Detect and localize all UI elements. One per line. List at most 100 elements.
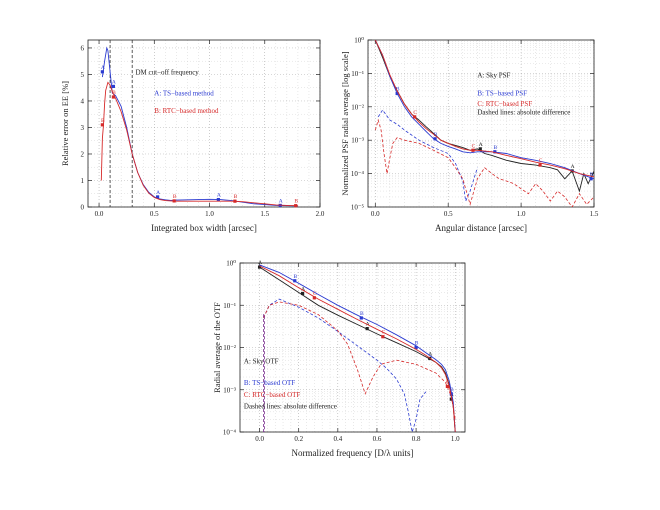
marker-label: C bbox=[539, 158, 543, 164]
y-tick-label: 10⁰ bbox=[226, 260, 236, 268]
series-line-4 bbox=[263, 301, 456, 420]
x-tick-label: 2.0 bbox=[316, 210, 325, 218]
series-marker bbox=[381, 335, 385, 339]
series-line-0 bbox=[259, 266, 456, 432]
annotation-text: B: TS−based PSF bbox=[477, 89, 527, 97]
marker-label: C bbox=[313, 291, 317, 297]
series-line-1 bbox=[100, 81, 298, 207]
grid-lines bbox=[240, 263, 465, 433]
marker-label: B bbox=[293, 274, 297, 280]
y-axis-label: Relative error on EE [%] bbox=[60, 81, 70, 166]
series-marker bbox=[478, 147, 482, 151]
marker-label: A bbox=[258, 260, 262, 266]
series-marker bbox=[493, 150, 497, 154]
marker-label: B bbox=[234, 194, 238, 200]
annotation-text: Dashed lines: absolute difference bbox=[244, 402, 337, 410]
x-tick-label: 1.5 bbox=[260, 210, 269, 218]
series-marker bbox=[414, 345, 418, 350]
x-tick-label: 0.8 bbox=[412, 435, 421, 443]
series-marker bbox=[433, 137, 437, 141]
marker-label: B bbox=[360, 311, 364, 317]
marker-label: B bbox=[112, 90, 116, 96]
marker-label: A bbox=[101, 65, 105, 71]
marker-label: A bbox=[217, 193, 221, 199]
x-tick-label: 1.0 bbox=[205, 210, 214, 218]
marker-label: A bbox=[428, 351, 432, 357]
annotation-text: A: Sky OTF bbox=[244, 357, 279, 365]
y-tick-label: 10⁰ bbox=[354, 37, 364, 45]
chart-panel-1: 0.0 0.5 1.0 1.5 10⁰ 10⁻¹ 10⁻² 10⁻³ 10⁻⁴ 10⁻⁵ Angul… bbox=[340, 37, 599, 234]
series-marker bbox=[445, 384, 449, 389]
marker-label: B bbox=[396, 87, 400, 93]
x-tick-label: 0.0 bbox=[95, 210, 104, 218]
y-tick-label: 3 bbox=[81, 124, 85, 132]
series-marker bbox=[257, 265, 262, 269]
y-axis-label: Radial average of the OTF bbox=[212, 302, 222, 393]
marker-label: C bbox=[472, 143, 476, 149]
series-line-0 bbox=[101, 46, 298, 207]
annotation-text: B: RTC−based method bbox=[154, 107, 219, 115]
marker-label: C bbox=[413, 110, 417, 116]
series-line-5 bbox=[263, 314, 265, 432]
marker-label: C bbox=[381, 330, 385, 336]
series-marker bbox=[449, 397, 453, 401]
series-marker bbox=[111, 84, 116, 88]
annotation-text: B: TS−based OTF bbox=[244, 379, 295, 387]
series-marker bbox=[293, 279, 297, 283]
series-line-4 bbox=[374, 118, 594, 207]
series-marker bbox=[359, 316, 363, 320]
series-marker bbox=[156, 195, 160, 199]
series-line-1 bbox=[374, 40, 594, 180]
marker-label: B bbox=[294, 199, 298, 205]
y-tick-label: 10⁻⁵ bbox=[351, 204, 365, 212]
x-tick-label: 0.5 bbox=[150, 210, 159, 218]
y-tick-label: 10⁻⁴ bbox=[223, 429, 237, 437]
x-tick-label: 0.2 bbox=[294, 435, 303, 443]
marker-label: A bbox=[156, 190, 160, 196]
plot-frame bbox=[87, 39, 321, 208]
marker-label: B bbox=[101, 118, 105, 124]
x-axis-label: Angular distance [arcsec] bbox=[435, 223, 527, 233]
y-tick-label: 0 bbox=[81, 204, 85, 212]
y-tick-label: 6 bbox=[81, 44, 85, 52]
y-tick-label: 10⁻² bbox=[351, 103, 364, 111]
x-tick-label: 0.0 bbox=[255, 435, 264, 443]
series-marker bbox=[294, 204, 298, 208]
y-axis-label: Normalized PSF radial average [log scale… bbox=[340, 51, 350, 195]
marker-label: B bbox=[590, 172, 594, 178]
series-marker bbox=[395, 91, 399, 96]
x-tick-label: 1.0 bbox=[451, 435, 460, 443]
marker-label: B bbox=[173, 194, 177, 200]
marker-label: A bbox=[571, 164, 575, 170]
marker-label: A bbox=[301, 286, 305, 292]
series-marker bbox=[538, 163, 542, 167]
marker-label: B bbox=[434, 132, 438, 138]
series-line-1 bbox=[259, 264, 456, 432]
series-marker bbox=[172, 199, 176, 203]
y-tick-label: 1 bbox=[81, 177, 85, 185]
x-tick-label: 0.4 bbox=[333, 435, 342, 443]
series-marker bbox=[233, 199, 237, 203]
y-tick-label: 10⁻² bbox=[223, 344, 236, 352]
annotation-text: A: Sky PSF bbox=[477, 72, 510, 80]
marker-label: A bbox=[112, 79, 116, 85]
x-tick-label: 0.5 bbox=[444, 210, 453, 218]
series-marker bbox=[449, 392, 453, 396]
annotation-text: A: TS−based method bbox=[154, 90, 214, 98]
series-marker bbox=[589, 177, 593, 181]
series-marker bbox=[111, 95, 116, 99]
y-tick-label: 4 bbox=[81, 97, 85, 105]
grid-lines bbox=[368, 40, 595, 208]
marker-label: A bbox=[279, 198, 283, 204]
series-marker bbox=[216, 197, 220, 202]
plot-frame bbox=[367, 39, 595, 208]
annotation-text: C: RTC−based OTF bbox=[244, 391, 301, 399]
y-tick-label: 10⁻⁴ bbox=[351, 170, 365, 178]
x-tick-label: 0.6 bbox=[373, 435, 382, 443]
y-tick-label: 5 bbox=[81, 71, 85, 79]
series-marker bbox=[100, 123, 104, 127]
y-tick-label: 2 bbox=[81, 150, 85, 158]
annotation-text: C: RTC−based PSF bbox=[477, 100, 532, 108]
series-line-2 bbox=[259, 265, 456, 432]
